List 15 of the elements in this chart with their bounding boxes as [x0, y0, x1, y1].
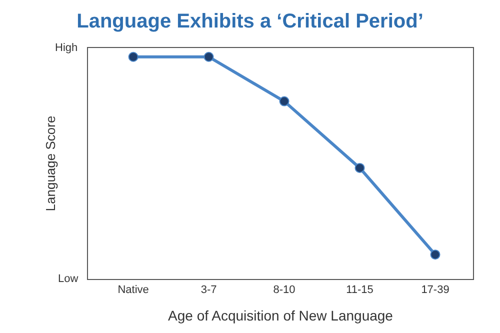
point: [430, 250, 440, 260]
y-axis-title: Language Score: [42, 116, 58, 212]
x-tick-label: 3-7: [200, 284, 217, 296]
x-axis-title: Age of Acquisition of New Language: [168, 308, 394, 324]
point: [128, 52, 138, 62]
point: [354, 162, 365, 173]
chart-title: Language Exhibits a ‘Critical Period’: [76, 10, 424, 32]
x-tick-label: 11-15: [346, 284, 374, 296]
text: High: [55, 42, 78, 54]
point: [204, 52, 214, 62]
text: Low: [58, 273, 78, 285]
x-tick-label: 17-39: [421, 284, 450, 296]
point: [279, 96, 290, 106]
x-tick-label: 8-10: [273, 284, 296, 296]
x-tick-label: Native: [118, 284, 149, 296]
